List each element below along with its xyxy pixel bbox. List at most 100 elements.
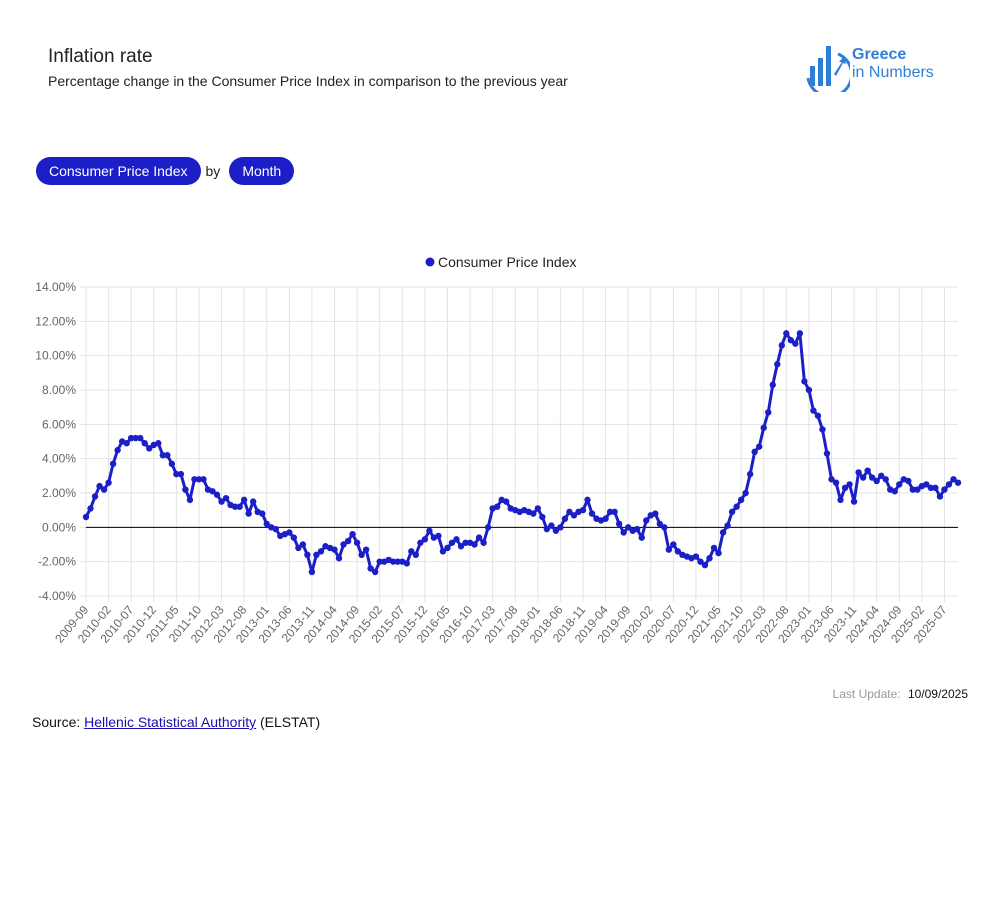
y-tick-label: 12.00% xyxy=(35,314,76,328)
data-point xyxy=(218,498,225,505)
data-point xyxy=(259,510,266,517)
data-point xyxy=(697,558,704,565)
data-point xyxy=(954,479,962,486)
data-point xyxy=(724,522,731,529)
source-prefix: Source: xyxy=(32,714,81,730)
data-point xyxy=(742,489,749,497)
data-point xyxy=(792,340,799,347)
data-point xyxy=(105,479,112,486)
data-point xyxy=(358,551,365,558)
data-point xyxy=(371,568,379,576)
data-point xyxy=(882,476,889,483)
indicator-select-button[interactable]: Consumer Price Index xyxy=(36,157,201,185)
y-tick-label: 8.00% xyxy=(42,383,76,397)
y-tick-label: 10.00% xyxy=(35,349,76,363)
data-point xyxy=(82,513,90,521)
data-point xyxy=(96,482,103,490)
logo-line1: Greece xyxy=(852,46,907,63)
data-point xyxy=(841,484,849,492)
data-point xyxy=(810,407,817,414)
data-point xyxy=(634,525,641,533)
data-point xyxy=(670,541,677,548)
data-point xyxy=(475,534,483,541)
data-point xyxy=(602,515,609,522)
data-point xyxy=(624,524,632,531)
data-point xyxy=(760,424,767,431)
last-update: Last Update: 10/09/2025 xyxy=(833,687,968,701)
bar-chart-logo-icon xyxy=(806,46,854,98)
data-point xyxy=(502,498,510,505)
data-point xyxy=(137,434,144,442)
data-point xyxy=(828,476,835,483)
data-point xyxy=(950,476,957,483)
last-update-label: Last Update: xyxy=(832,687,901,701)
data-point xyxy=(471,541,478,548)
data-point xyxy=(584,496,591,504)
data-point xyxy=(408,548,415,555)
data-point xyxy=(751,448,758,455)
data-point xyxy=(236,503,243,510)
data-point xyxy=(706,555,713,562)
data-point xyxy=(87,505,94,512)
data-point xyxy=(548,522,555,529)
period-select-button[interactable]: Month xyxy=(229,157,295,185)
data-point xyxy=(213,491,221,498)
data-point xyxy=(209,488,216,495)
data-point xyxy=(778,342,785,349)
legend-label: Consumer Price Index xyxy=(438,254,577,270)
data-point xyxy=(692,553,700,560)
data-point xyxy=(290,534,298,541)
data-point xyxy=(123,440,130,447)
data-point xyxy=(299,541,307,548)
data-point xyxy=(141,440,148,447)
data-point xyxy=(859,474,867,481)
data-point xyxy=(932,484,939,492)
data-point xyxy=(109,460,117,468)
data-point xyxy=(737,496,745,504)
data-point xyxy=(850,498,858,505)
source-link[interactable]: Hellenic Statistical Authority xyxy=(84,714,257,730)
data-point xyxy=(945,481,953,488)
data-point xyxy=(746,470,754,478)
data-point xyxy=(606,508,614,516)
data-point xyxy=(855,469,862,476)
data-point xyxy=(448,539,456,546)
data-point xyxy=(439,548,447,555)
data-point xyxy=(421,536,429,543)
data-point xyxy=(891,488,898,495)
data-point xyxy=(344,537,352,545)
data-point xyxy=(435,532,442,540)
data-point xyxy=(245,510,252,517)
y-tick-label: 2.00% xyxy=(42,486,76,500)
data-point xyxy=(493,503,501,510)
y-tick-label: 0.00% xyxy=(42,520,76,534)
data-point xyxy=(403,560,410,567)
data-point xyxy=(453,536,460,543)
data-point xyxy=(249,498,257,505)
data-point xyxy=(313,551,320,558)
data-point xyxy=(335,555,343,562)
data-point xyxy=(286,529,293,536)
data-point xyxy=(873,477,880,485)
data-point xyxy=(417,539,424,546)
data-point xyxy=(936,493,944,500)
page-title: Inflation rate xyxy=(48,46,153,67)
data-point xyxy=(579,506,587,514)
data-point xyxy=(728,508,736,516)
data-point xyxy=(100,486,108,493)
data-point xyxy=(340,541,347,548)
data-point xyxy=(769,381,776,389)
data-point xyxy=(570,512,578,519)
data-point xyxy=(832,479,840,486)
data-point xyxy=(530,510,537,517)
data-point xyxy=(304,551,311,558)
data-point xyxy=(620,529,627,536)
data-point xyxy=(719,529,727,536)
chart-container: 14.00% 12.00% 10.00% 8.00% 6.00% 4.00% 2.00% 0.… xyxy=(0,240,1000,680)
data-point xyxy=(539,513,546,521)
y-tick-label: 6.00% xyxy=(42,417,76,431)
data-point xyxy=(177,470,185,478)
data-point xyxy=(837,496,844,504)
data-point xyxy=(914,486,921,493)
greece-in-numbers-logo[interactable]: Greece in Numbers xyxy=(798,40,958,98)
